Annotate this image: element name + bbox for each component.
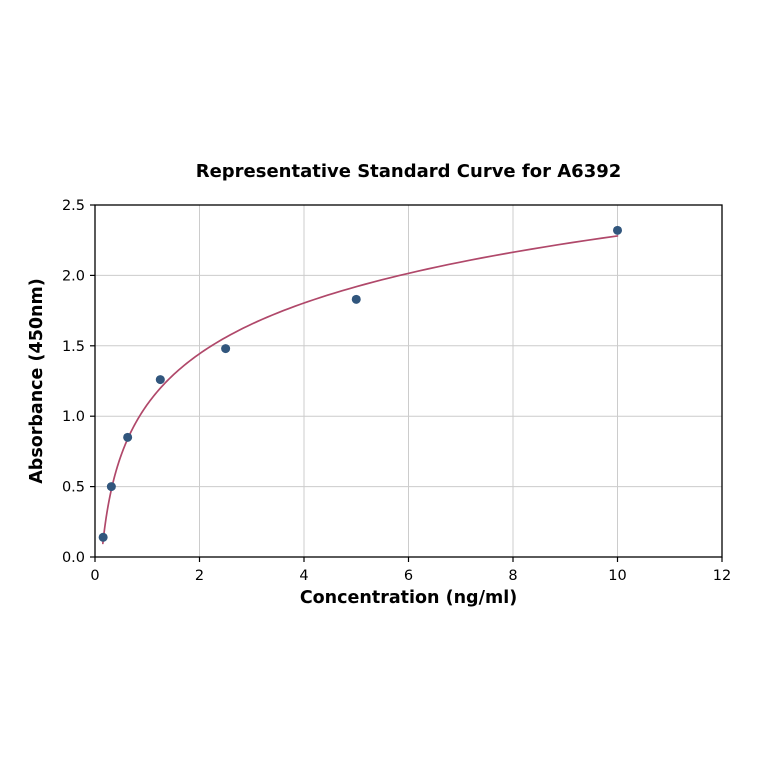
y-tick-label: 1.0	[62, 409, 85, 425]
x-tick-label: 8	[508, 568, 517, 584]
data-point	[155, 375, 165, 385]
scatter-points	[98, 225, 622, 542]
axis-ticks	[90, 204, 723, 562]
data-point	[613, 225, 622, 235]
data-point	[98, 532, 108, 542]
data-point	[106, 482, 116, 492]
fit-curve	[101, 235, 619, 545]
x-tick-label: 12	[713, 568, 731, 584]
y-tick-label: 0.0	[62, 550, 85, 566]
x-tick-label: 2	[195, 568, 204, 584]
y-tick-label: 1.5	[62, 339, 85, 355]
chart-title: Representative Standard Curve for A6392	[195, 161, 622, 182]
data-point	[351, 294, 361, 304]
data-point	[123, 432, 133, 442]
x-tick-label: 10	[608, 568, 626, 584]
x-tick-label: 4	[299, 568, 308, 584]
x-axis-label: Concentration (ng/ml)	[299, 588, 518, 608]
y-tick-label: 2.5	[62, 198, 85, 214]
y-axis-label: Absorbance (450nm)	[27, 278, 47, 484]
y-tick-label: 0.5	[62, 480, 85, 496]
tick-labels: 0 2 4 6 8 10 12 0.0 0.5 1.0 1.5 2.0 2.5	[62, 198, 731, 584]
grid-lines	[94, 204, 723, 558]
x-tick-label: 6	[404, 568, 413, 584]
y-tick-label: 2.0	[62, 268, 85, 284]
x-tick-label: 0	[90, 568, 99, 584]
data-point	[221, 344, 231, 354]
